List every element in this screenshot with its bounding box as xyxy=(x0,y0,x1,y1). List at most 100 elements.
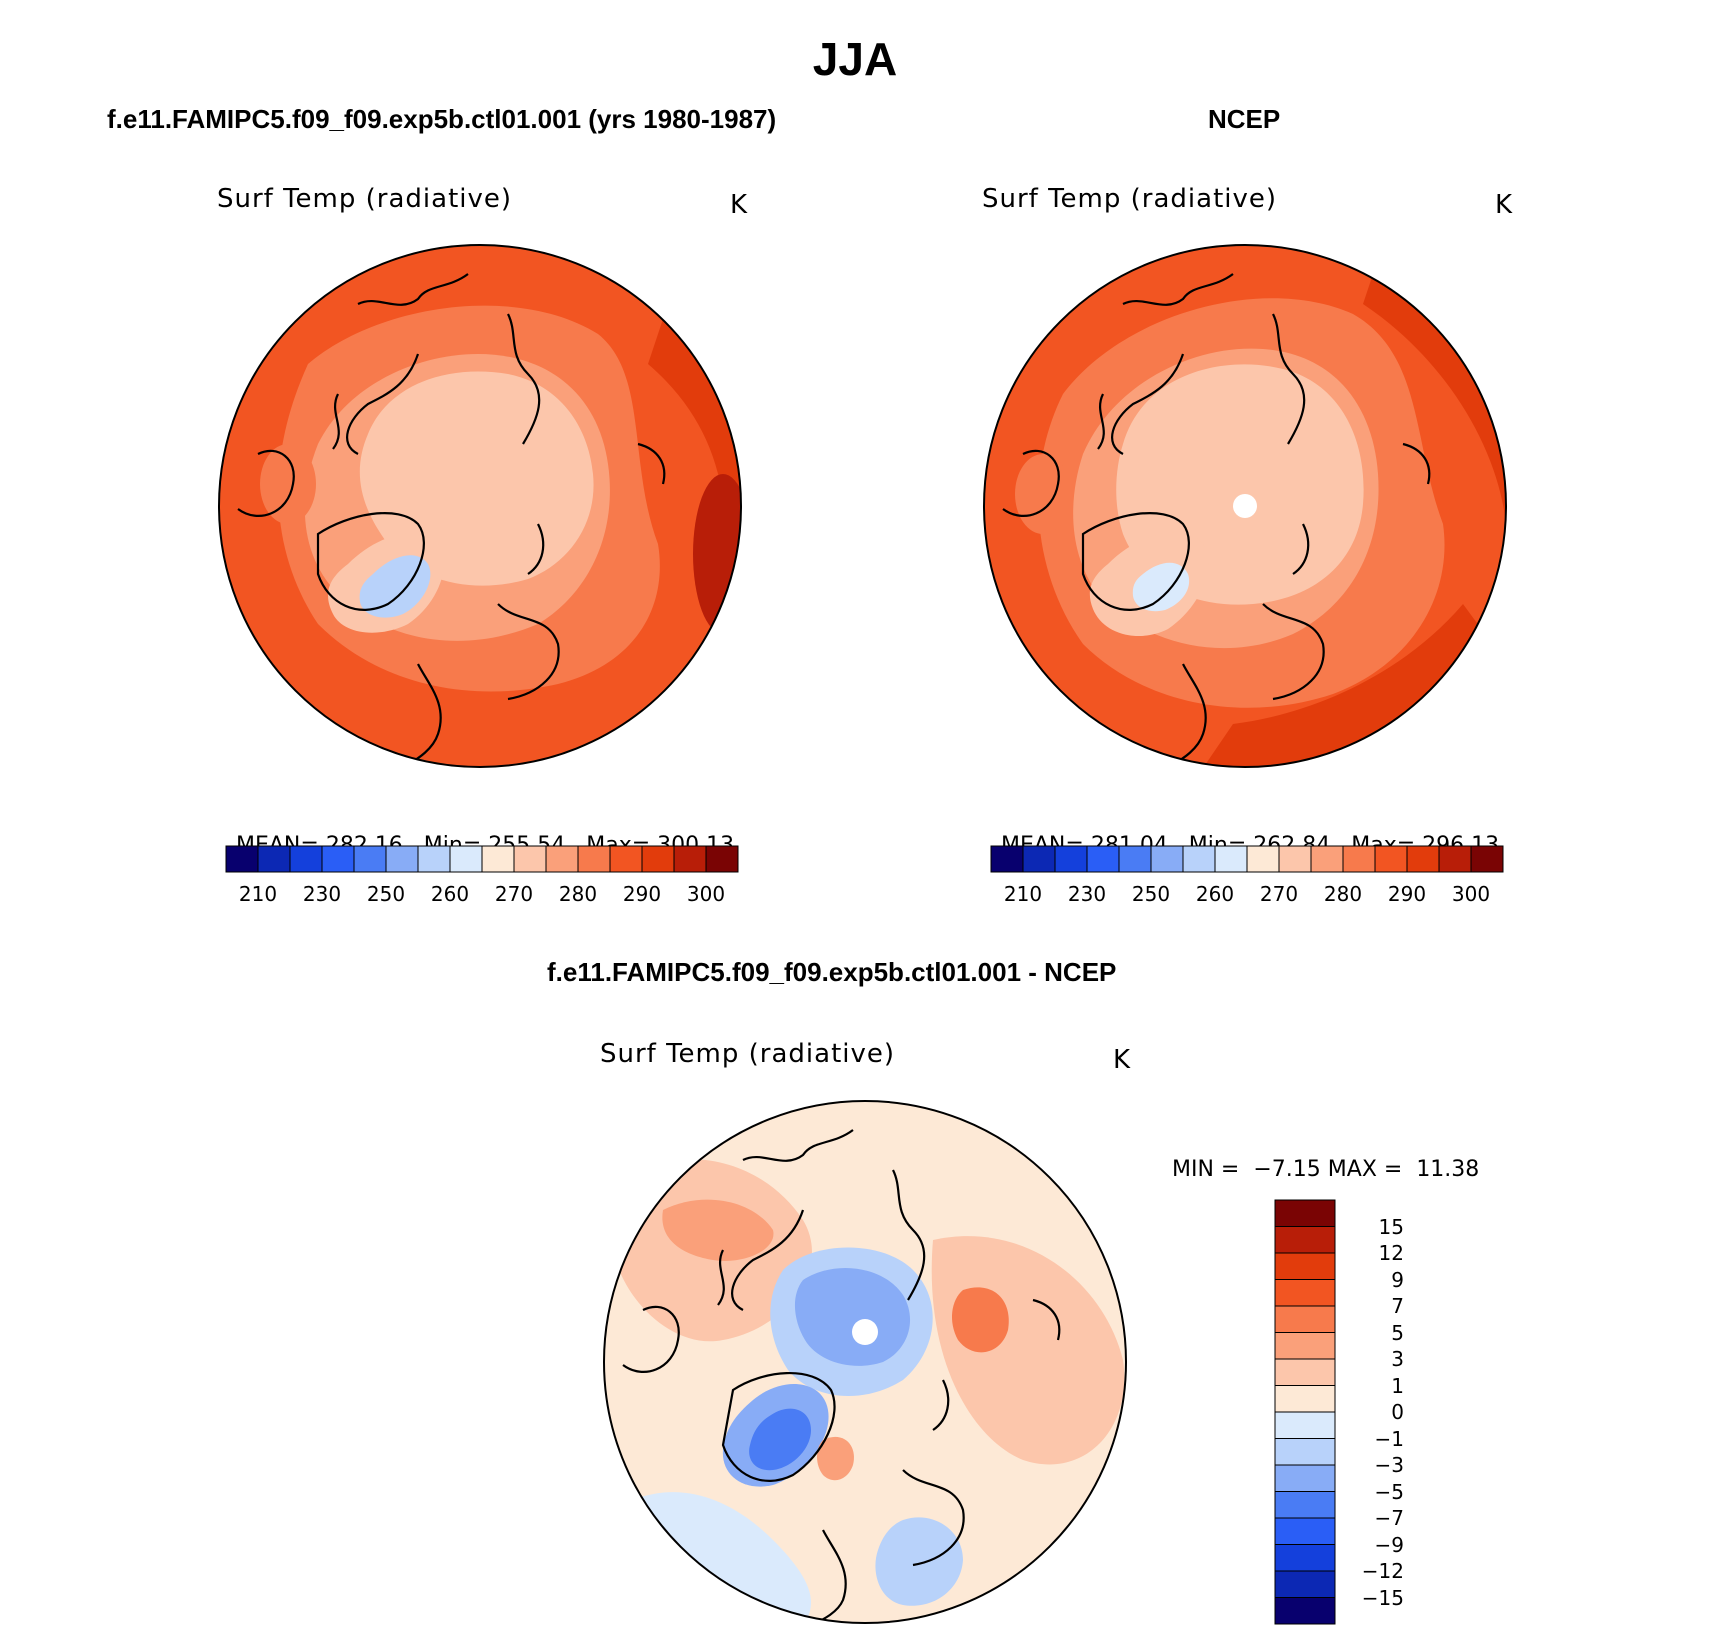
obs-colorbar-tick-label: 300 xyxy=(1451,882,1491,906)
model-colorbar-swatch xyxy=(577,845,611,873)
model-colorbar-ticks: 210 230 250 260 270 280 290 300 xyxy=(226,882,738,912)
model-field-warm-spot xyxy=(260,444,316,524)
model-field-hot-patch xyxy=(693,474,741,634)
obs-colorbar-swatch xyxy=(1342,845,1376,873)
diff-colorbar-swatch xyxy=(1274,1597,1336,1625)
diff-colorbar-swatch xyxy=(1274,1411,1336,1439)
model-variable-title: Surf Temp (radiative) xyxy=(217,184,513,214)
diff-field-warm-1 xyxy=(662,1199,774,1261)
obs-colorbar-tick-label: 260 xyxy=(1195,882,1235,906)
diff-colorbar-tick-label: 15 xyxy=(1378,1214,1404,1239)
model-colorbar-swatch xyxy=(481,845,515,873)
diff-units: K xyxy=(1113,1045,1131,1075)
model-colorbar-swatch xyxy=(353,845,387,873)
obs-field-greenland-ice xyxy=(1132,562,1190,612)
diff-colorbar-tick-label: 1 xyxy=(1391,1373,1404,1398)
diff-colorbar-swatch xyxy=(1274,1544,1336,1572)
diff-field-warm-2 xyxy=(951,1287,1009,1353)
obs-colorbar-swatch xyxy=(1470,845,1504,873)
obs-field-warm-spot xyxy=(1015,454,1071,534)
obs-colorbar-tick-label: 270 xyxy=(1259,882,1299,906)
diff-colorbar-tick-label: 0 xyxy=(1391,1400,1404,1424)
model-units: K xyxy=(730,190,748,220)
diff-colorbar-tick-label: 5 xyxy=(1391,1320,1404,1345)
model-field-arctic-core xyxy=(359,371,594,586)
diff-colorbar-tick-label: 9 xyxy=(1391,1267,1404,1292)
obs-colorbar-tick-label: 290 xyxy=(1387,882,1427,906)
model-colorbar-swatch xyxy=(641,845,675,873)
obs-colorbar-swatch xyxy=(1246,845,1280,873)
obs-units: K xyxy=(1495,190,1513,220)
model-colorbar-tick-label: 300 xyxy=(686,882,726,906)
obs-map-border xyxy=(983,244,1507,768)
obs-colorbar-swatch xyxy=(1214,845,1248,873)
model-colorbar-tick-label: 230 xyxy=(302,882,342,906)
model-colorbar-tick-label: 250 xyxy=(366,882,406,906)
model-colorbar-swatch xyxy=(609,845,643,873)
model-colorbar-tick-label: 270 xyxy=(494,882,534,906)
obs-colorbar-swatch xyxy=(1022,845,1056,873)
diff-colorbar xyxy=(1274,1199,1336,1625)
main-title: JJA xyxy=(812,33,898,85)
obs-colorbar-swatch xyxy=(1086,845,1120,873)
diff-polar-map xyxy=(603,1100,1127,1624)
obs-colorbar-tick-label: 210 xyxy=(1003,882,1043,906)
diff-colorbar-tick-label: −7 xyxy=(1374,1506,1404,1530)
model-colorbar xyxy=(225,845,739,873)
model-colorbar-swatch xyxy=(257,845,291,873)
model-colorbar-swatch xyxy=(513,845,547,873)
obs-colorbar-ticks: 210 230 250 260 270 280 290 300 xyxy=(991,882,1503,912)
diff-colorbar-tick-label: −3 xyxy=(1374,1453,1404,1477)
diff-colorbar-tick-label: −15 xyxy=(1361,1585,1404,1610)
diff-colorbar-swatch xyxy=(1274,1305,1336,1333)
diff-colorbar-swatch xyxy=(1274,1279,1336,1307)
diff-max-label: MAX = xyxy=(1327,1157,1403,1182)
diff-colorbar-tick-label: 12 xyxy=(1378,1241,1404,1265)
model-colorbar-swatch xyxy=(417,845,451,873)
obs-colorbar-tick-label: 230 xyxy=(1067,882,1107,906)
model-colorbar-swatch xyxy=(705,845,739,873)
diff-min-label: MIN = xyxy=(1172,1157,1240,1182)
obs-colorbar-swatch xyxy=(990,845,1024,873)
diff-colorbar-swatch xyxy=(1274,1491,1336,1519)
obs-variable-title: Surf Temp (radiative) xyxy=(982,184,1278,214)
obs-colorbar-swatch xyxy=(1278,845,1312,873)
diff-colorbar-tick-label: −1 xyxy=(1374,1426,1404,1451)
model-colorbar-swatch xyxy=(321,845,355,873)
model-colorbar-swatch xyxy=(289,845,323,873)
model-colorbar-tick-label: 280 xyxy=(558,882,598,906)
obs-colorbar-swatch xyxy=(1054,845,1088,873)
diff-coastlines xyxy=(622,1129,1061,1623)
model-colorbar-swatch xyxy=(225,845,259,873)
diff-colorbar-swatch xyxy=(1274,1199,1336,1227)
obs-case-title: NCEP xyxy=(1208,104,1281,134)
model-map-border xyxy=(218,244,742,768)
model-colorbar-tick-label: 290 xyxy=(622,882,662,906)
diff-colorbar-swatch xyxy=(1274,1252,1336,1280)
obs-pole-hole xyxy=(1233,494,1257,518)
model-colorbar-tick-label: 210 xyxy=(238,882,278,906)
diff-max-value: 11.38 xyxy=(1416,1157,1480,1182)
diff-colorbar-tick-label: 3 xyxy=(1391,1347,1404,1371)
diff-colorbar-swatch xyxy=(1274,1464,1336,1492)
diff-field-warm-3 xyxy=(817,1436,854,1481)
diff-field-cool-south xyxy=(875,1517,963,1606)
obs-colorbar-swatch xyxy=(1438,845,1472,873)
model-field-greenland-ice xyxy=(359,555,431,618)
obs-colorbar-tick-label: 280 xyxy=(1323,882,1363,906)
model-coastlines xyxy=(237,273,666,765)
diff-case-title: f.e11.FAMIPC5.f09_f09.exp5b.ctl01.001 - … xyxy=(547,957,1117,987)
diff-field-arctic-colder xyxy=(794,1268,911,1366)
diff-colorbar-swatch xyxy=(1274,1226,1336,1254)
diff-colorbar-swatch xyxy=(1274,1385,1336,1413)
obs-coastlines xyxy=(1002,273,1431,765)
model-colorbar-swatch xyxy=(449,845,483,873)
model-colorbar-swatch xyxy=(673,845,707,873)
obs-colorbar-swatch xyxy=(1150,845,1184,873)
diff-colorbar-tick-label: −12 xyxy=(1361,1559,1404,1583)
obs-colorbar-swatch xyxy=(1406,845,1440,873)
diff-colorbar-swatch xyxy=(1274,1517,1336,1545)
diff-colorbar-tick-label: −9 xyxy=(1374,1532,1404,1557)
obs-colorbar-swatch xyxy=(1182,845,1216,873)
obs-colorbar-tick-label: 250 xyxy=(1131,882,1171,906)
